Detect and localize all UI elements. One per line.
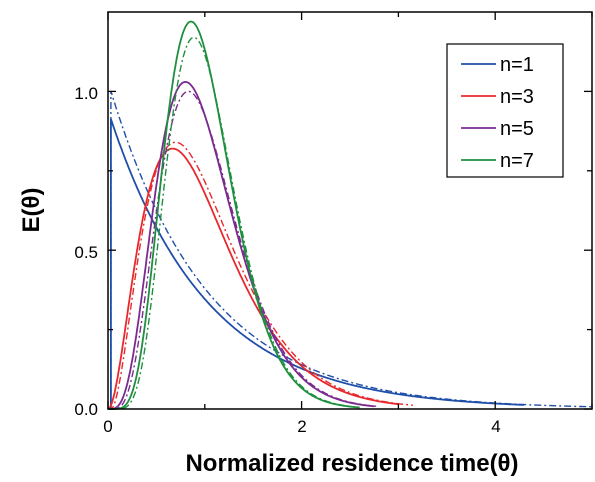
- x-tick-label-2: 2: [297, 417, 306, 436]
- series-n5-dashed-line: [108, 91, 379, 409]
- legend-label-n3: n=3: [500, 86, 534, 108]
- x-axis-title: Normalized residence time(θ): [185, 450, 518, 477]
- series-n7-dashed-line: [108, 37, 355, 409]
- y-tick-label-1: 1.0: [74, 84, 98, 103]
- y-axis-title: E(θ): [18, 188, 45, 233]
- series-n5-solid-line: [108, 82, 374, 409]
- y-tick-label-05: 0.5: [74, 243, 98, 262]
- x-tick-label-4: 4: [491, 417, 500, 436]
- y-tick-label-0: 0.0: [74, 400, 98, 419]
- legend: n=1 n=3 n=5 n=7: [447, 44, 563, 177]
- legend-label-n7: n=7: [500, 150, 534, 172]
- x-tick-label-0: 0: [103, 417, 112, 436]
- legend-label-n5: n=5: [500, 118, 534, 140]
- legend-label-n1: n=1: [500, 54, 534, 76]
